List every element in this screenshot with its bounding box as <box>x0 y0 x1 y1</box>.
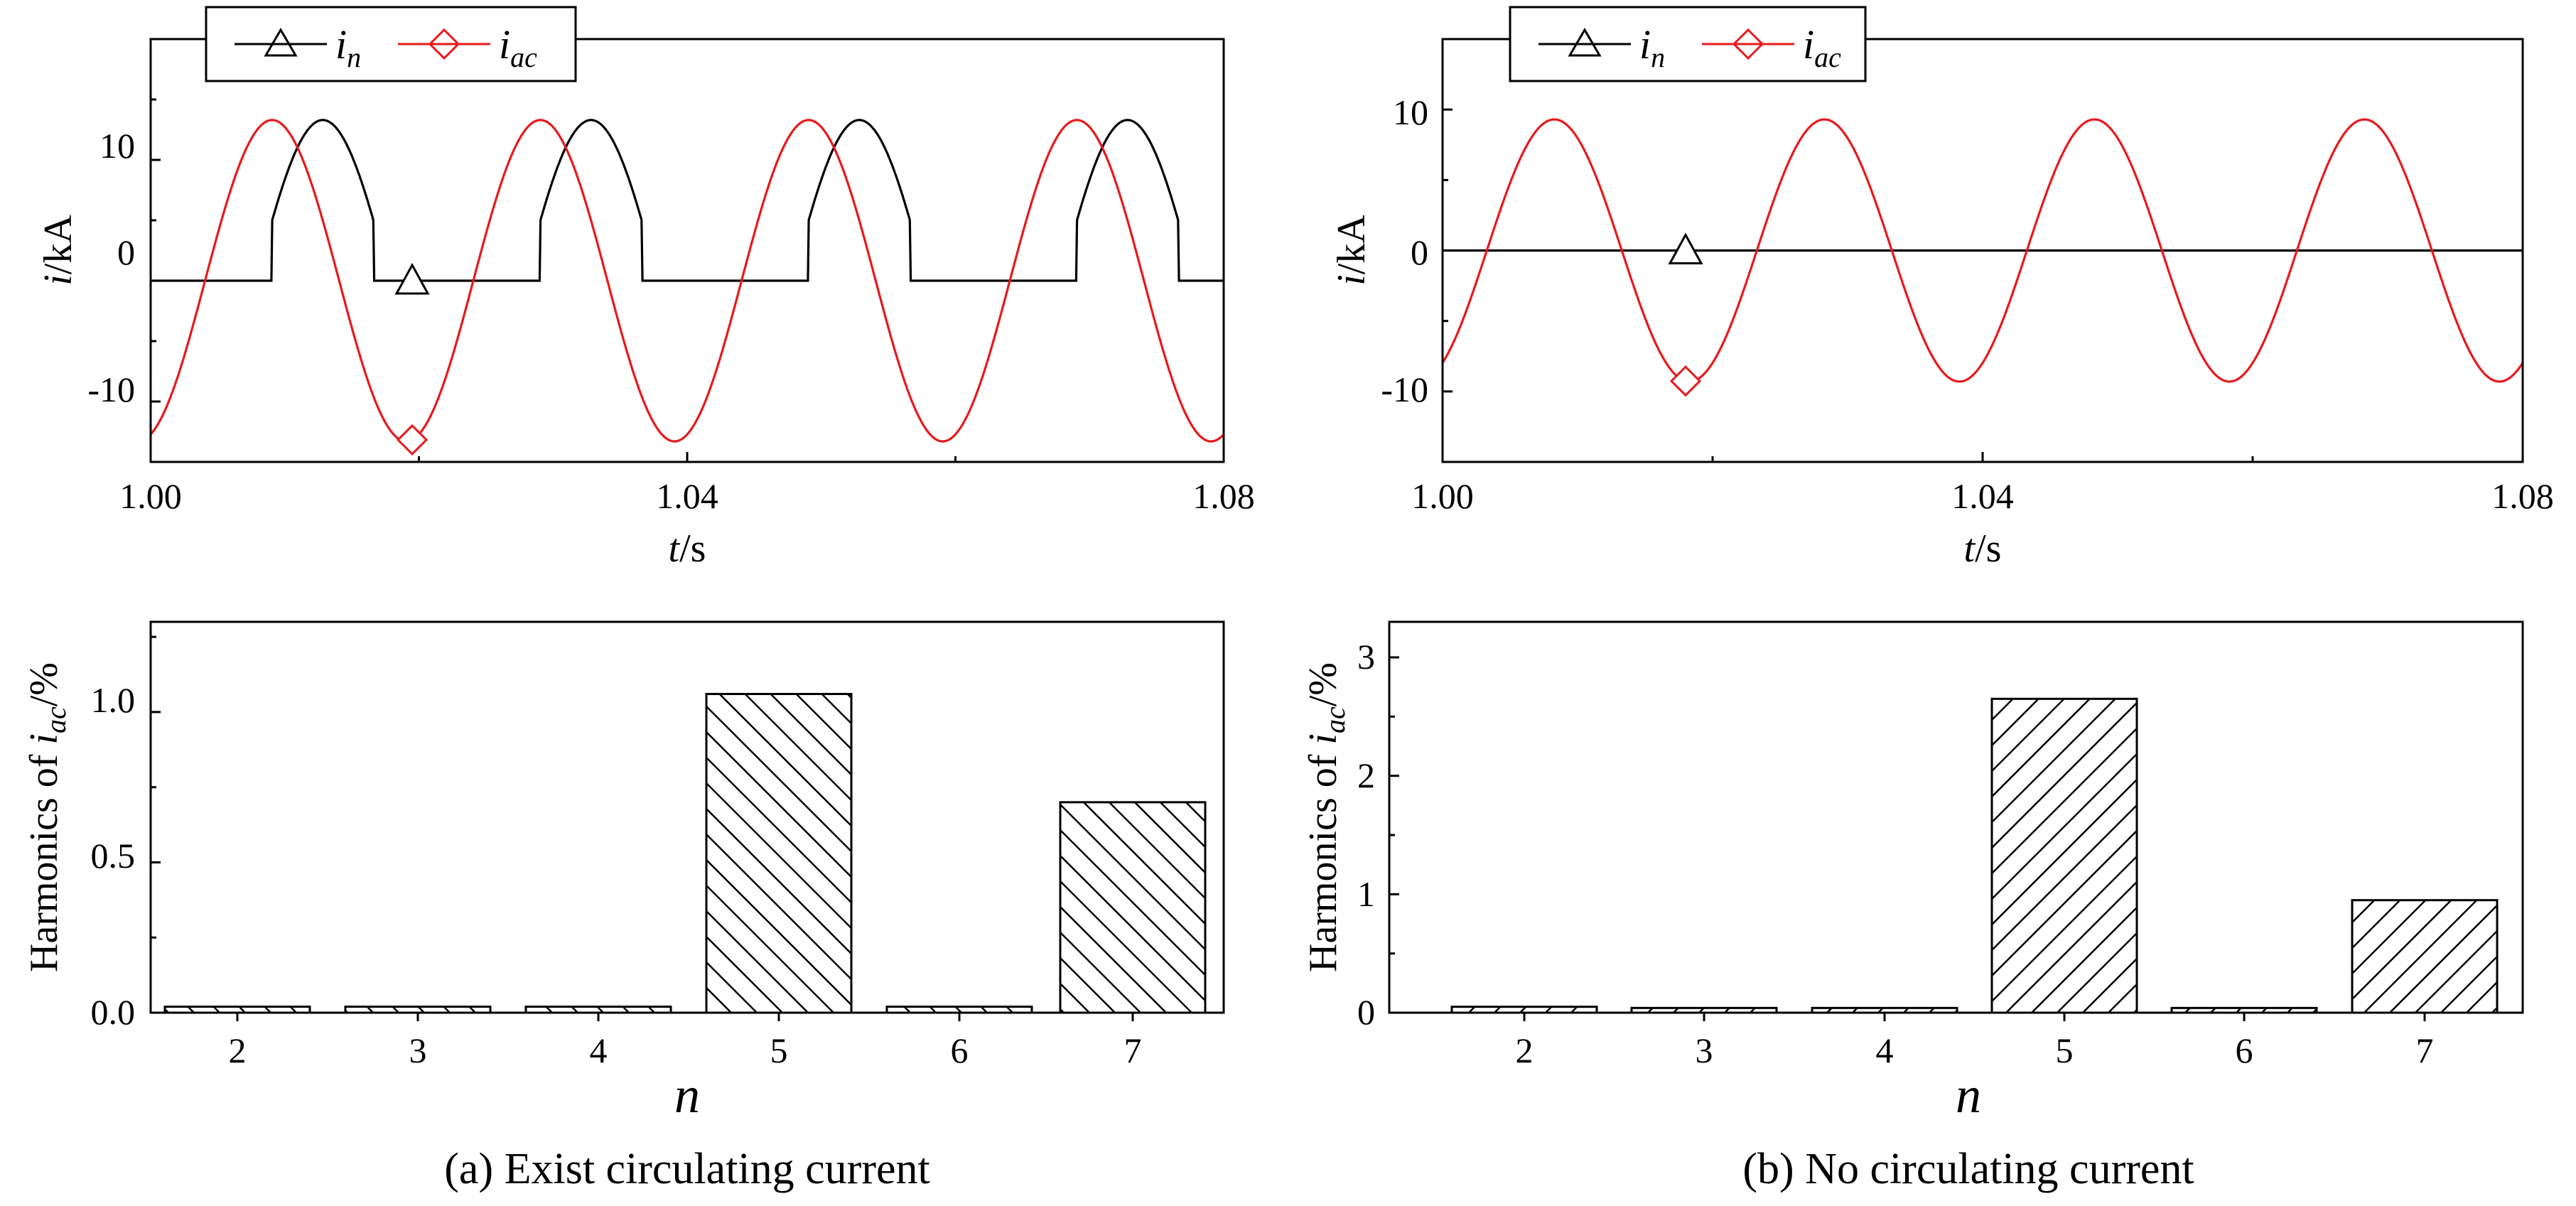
b-harm-category-label: 4 <box>1876 1030 1894 1070</box>
a-harm-category-label: 5 <box>770 1030 788 1070</box>
a-harm-y-axis-label: Harmonics of iac/% <box>22 662 72 972</box>
a-time-xtick-label: 1.00 <box>119 476 182 516</box>
a-harm-category-label: 2 <box>229 1030 247 1070</box>
b-time-series-layer <box>1441 118 2524 397</box>
b-harm-bar-n7 <box>2351 899 2499 1014</box>
panel-b-time-chart: 1.00 1.04 1.08 -10 0 10 t/s i/kA in iac <box>1330 6 2554 571</box>
panel-a-harmonics-chart: 0.0 0.5 1.0 2 3 4 5 6 7 n Harmonics of i… <box>22 620 1225 1193</box>
b-harm-category-label: 6 <box>2236 1030 2253 1070</box>
b-time-ytick-label: 10 <box>1393 92 1428 132</box>
b-time-ytick-label: -10 <box>1381 370 1428 409</box>
b-harm-category-label: 7 <box>2416 1030 2434 1070</box>
b-legend-box <box>1509 6 1867 82</box>
a-time-series-layer <box>149 119 1225 456</box>
panel-b-harmonics-chart: 0 1 2 3 2 3 4 5 6 7 n Harmonics of iac/%… <box>1301 620 2524 1193</box>
legend-iac-diamond-marker <box>1732 28 1764 60</box>
a-harm-ytick-label: 0.0 <box>91 992 136 1032</box>
a-harm-x-axis-label: n <box>674 1067 700 1124</box>
b-time-legend: in iac <box>1509 6 1867 82</box>
b-time-ytick-label: 0 <box>1411 232 1428 272</box>
b-time-xtick-label: 1.00 <box>1411 476 1474 516</box>
b-harm-y-axis-label: Harmonics of iac/% <box>1301 662 1351 972</box>
a-time-y-axis-label: i/kA <box>36 215 80 286</box>
b-harm-ytick-label: 2 <box>1357 755 1375 795</box>
b-harm-x-axis-label: n <box>1956 1067 1981 1124</box>
b-harm-bar-n5 <box>1990 697 2138 1014</box>
a-time-xtick-label: 1.04 <box>656 476 718 516</box>
b-caption: (b) No circulating current <box>1742 1145 2194 1193</box>
b-time-xtick-label: 1.08 <box>2491 476 2554 516</box>
a-time-ytick-label: 0 <box>117 232 135 272</box>
a-harm-category-label: 3 <box>409 1030 427 1070</box>
b-time-ticks <box>1441 38 2524 463</box>
a-time-legend: in iac <box>205 6 577 82</box>
a-harm-ytick-label: 1.0 <box>91 680 136 720</box>
a-harm-category-label: 7 <box>1124 1030 1142 1070</box>
a-harm-plot-frame <box>149 620 1225 1014</box>
legend-iac-label: iac <box>499 21 537 73</box>
a-time-plot-frame <box>149 38 1225 463</box>
b-harm-category-label: 2 <box>1516 1030 1534 1070</box>
a-time-iac-diamond-marker <box>396 424 429 456</box>
a-caption: (a) Exist circulating current <box>444 1145 929 1193</box>
b-harm-category-label: 5 <box>2056 1030 2074 1070</box>
panel-a-time-chart: 1.00 1.04 1.08 -10 0 10 t/s i/kA in iac <box>36 6 1255 571</box>
legend-in-triangle-marker <box>1568 28 1602 57</box>
a-harm-ticks <box>151 635 1134 1021</box>
a-harm-bar-n5 <box>705 693 853 1014</box>
a-harm-category-label: 6 <box>951 1030 969 1070</box>
a-time-x-axis-label: t/s <box>669 527 706 571</box>
a-harm-bar-n7 <box>1059 801 1207 1014</box>
b-time-y-axis-label: i/kA <box>1330 215 1374 286</box>
a-time-series-in-line <box>151 119 1224 282</box>
a-time-series-iac-line <box>149 119 1225 443</box>
a-harm-bars <box>163 693 1207 1014</box>
b-time-in-triangle-marker <box>1668 232 1703 264</box>
legend-iac-diamond-marker <box>428 28 460 60</box>
a-time-ticks <box>149 38 1225 463</box>
a-legend-box <box>205 6 577 82</box>
b-time-xtick-label: 1.04 <box>1951 476 2014 516</box>
a-time-ytick-label: -10 <box>87 370 135 409</box>
b-time-iac-diamond-marker <box>1669 365 1702 397</box>
legend-in-label: in <box>335 21 361 73</box>
b-time-x-axis-label: t/s <box>1964 527 2002 571</box>
b-harm-ytick-label: 0 <box>1357 992 1375 1032</box>
legend-iac-label: iac <box>1803 21 1841 73</box>
a-time-in-triangle-marker <box>394 262 430 295</box>
legend-in-triangle-marker <box>264 28 298 57</box>
b-time-series-iac-line <box>1441 118 2524 383</box>
b-harm-ticks <box>1389 656 2426 1021</box>
a-harm-ytick-label: 0.5 <box>91 836 136 876</box>
b-harm-ytick-label: 1 <box>1357 874 1375 914</box>
b-harm-ytick-label: 3 <box>1357 637 1375 677</box>
b-harm-bars <box>1450 697 2499 1014</box>
b-harm-plot-frame <box>1388 620 2524 1014</box>
legend-in-label: in <box>1639 21 1665 73</box>
b-harm-category-label: 3 <box>1696 1030 1713 1070</box>
a-time-ytick-label: 10 <box>99 126 135 166</box>
a-harm-category-label: 4 <box>590 1030 608 1070</box>
a-time-xtick-label: 1.08 <box>1192 476 1255 516</box>
